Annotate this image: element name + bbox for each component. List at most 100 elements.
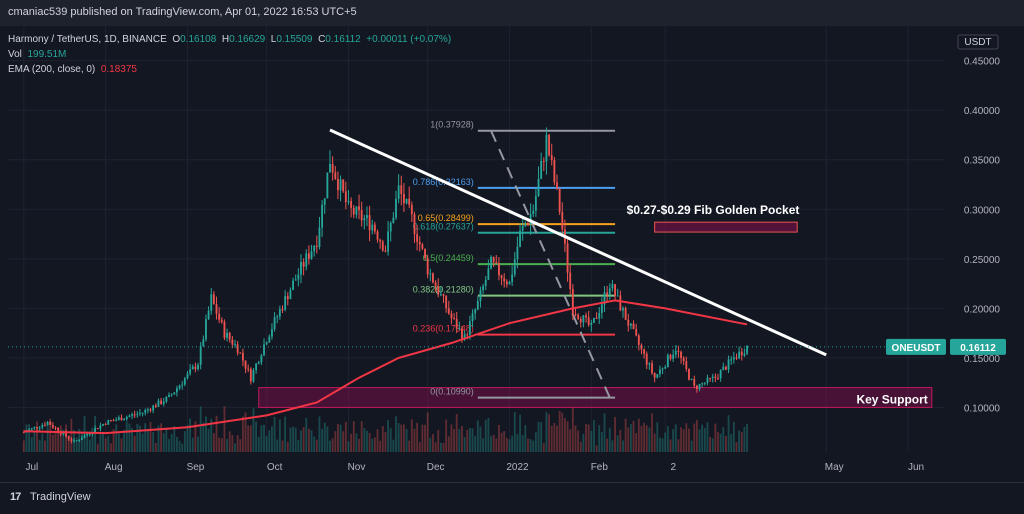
candle-body	[292, 280, 294, 290]
volume-bar	[569, 429, 572, 452]
volume-bar	[746, 423, 748, 452]
footer: 17 TradingView	[0, 482, 1024, 514]
candle-body	[666, 354, 669, 367]
symbol-name[interactable]: Harmony / TetherUS, 1D, BINANCE	[8, 34, 167, 45]
candle-body	[381, 241, 384, 251]
volume-bar	[228, 431, 231, 452]
volume-bar	[218, 437, 221, 452]
candle-body	[120, 417, 123, 421]
candle-body	[236, 344, 239, 353]
candle-body	[165, 396, 168, 402]
candle-body	[664, 366, 667, 369]
volume-bar	[468, 428, 471, 452]
time-tick-label: Feb	[591, 462, 609, 473]
volume-bar	[563, 418, 566, 452]
volume-bar	[249, 425, 252, 452]
volume-bar	[540, 422, 543, 452]
ohlc-row: Harmony / TetherUS, 1D, BINANCE O0.16108…	[8, 32, 451, 47]
candle-body	[321, 204, 324, 228]
volume-bar	[160, 423, 163, 452]
volume-bar	[476, 420, 479, 452]
time-tick-label: May	[825, 462, 844, 473]
volume-bar	[331, 438, 334, 452]
candle-body	[740, 351, 743, 356]
volume-bar	[410, 419, 413, 452]
candle-body	[688, 368, 690, 380]
candle-body	[453, 318, 455, 320]
volume-row[interactable]: Vol 199.51M	[8, 47, 451, 62]
volume-bar	[645, 425, 648, 452]
currency-box	[957, 34, 999, 50]
candle-body	[672, 354, 675, 359]
volume-bar	[450, 424, 453, 452]
volume-bar	[125, 421, 128, 452]
candle-body	[44, 424, 46, 426]
open-label: O	[172, 34, 181, 45]
volume-bar	[115, 424, 118, 452]
volume-bar	[344, 421, 347, 452]
candle-body	[212, 294, 215, 305]
candle-body	[656, 374, 659, 378]
volume-bar	[725, 436, 727, 452]
candle-body	[339, 179, 342, 191]
volume-bar	[226, 439, 228, 452]
candle-body	[389, 222, 392, 232]
volume-bar	[337, 423, 339, 452]
fib-level-label: 0.5(0.24459)	[423, 253, 474, 263]
volume-bar	[199, 406, 202, 452]
volume-bar	[532, 440, 535, 452]
volume-bar	[537, 421, 540, 452]
ema-row[interactable]: EMA (200, close, 0) 0.18375	[8, 62, 451, 77]
candle-body	[659, 369, 661, 375]
volume-bar	[695, 419, 698, 452]
candle-body	[284, 296, 287, 310]
volume-bar	[603, 413, 606, 452]
candle-body	[471, 313, 474, 322]
candle-body	[545, 134, 548, 162]
price-tick-label: 0.35000	[964, 156, 1001, 167]
time-tick-label: Jul	[25, 462, 38, 473]
candle-body	[690, 379, 693, 381]
time-axis[interactable]: Jul Aug Sep Oct Nov Dec 2022 Feb 2 May Jun	[25, 462, 924, 473]
volume-bar	[207, 428, 210, 452]
volume-bar	[387, 420, 390, 452]
publish-info: cmaniac539 published on TradingView.com,…	[8, 6, 357, 18]
price-axis[interactable]: 0.45000 0.40000 0.35000 0.30000 0.25000 0.200…	[957, 34, 1001, 414]
candle-body	[400, 185, 403, 195]
volume-bar	[117, 433, 120, 452]
candle-body	[624, 308, 627, 320]
fib-retracement[interactable]: 1(0.37928)0.786(0.32163)0.65(0.28499)0.6…	[413, 120, 616, 399]
candle-body	[590, 322, 593, 325]
volume-bar	[315, 439, 318, 452]
tradingview-logo[interactable]: 17 TradingView	[10, 491, 91, 503]
volume-bar	[534, 432, 537, 452]
volume-bar	[368, 432, 371, 452]
volume-bar	[442, 442, 445, 452]
trendline[interactable]	[329, 128, 827, 357]
volume-bar	[548, 414, 551, 452]
candle-body	[598, 312, 601, 319]
candle-body	[521, 226, 524, 231]
candle-body	[223, 321, 226, 338]
volume-bar	[706, 422, 709, 452]
volume-bar	[263, 424, 265, 452]
chart-area[interactable]: 1(0.37928)0.786(0.32163)0.65(0.28499)0.6…	[0, 26, 1024, 513]
volume-bar	[123, 429, 126, 452]
volume-bar	[194, 421, 197, 452]
volume-bar	[236, 435, 239, 452]
price-tag: ONEUSDT 0.16112	[8, 338, 1006, 355]
volume-bar	[181, 443, 184, 452]
symbol-tag-label: ONEUSDT	[892, 343, 941, 354]
volume-bar	[466, 429, 469, 452]
candle-body	[57, 427, 60, 432]
candle-body	[62, 432, 65, 435]
candle-body	[730, 359, 733, 361]
volume-bar	[360, 421, 363, 452]
candle-body	[252, 370, 255, 382]
candle-body	[402, 194, 405, 204]
candle-body	[65, 432, 67, 437]
price-chart[interactable]: 1(0.37928)0.786(0.32163)0.65(0.28499)0.6…	[0, 26, 1024, 482]
candle-body	[505, 281, 508, 285]
descending-trendline	[329, 128, 827, 357]
candle-body	[413, 214, 416, 235]
